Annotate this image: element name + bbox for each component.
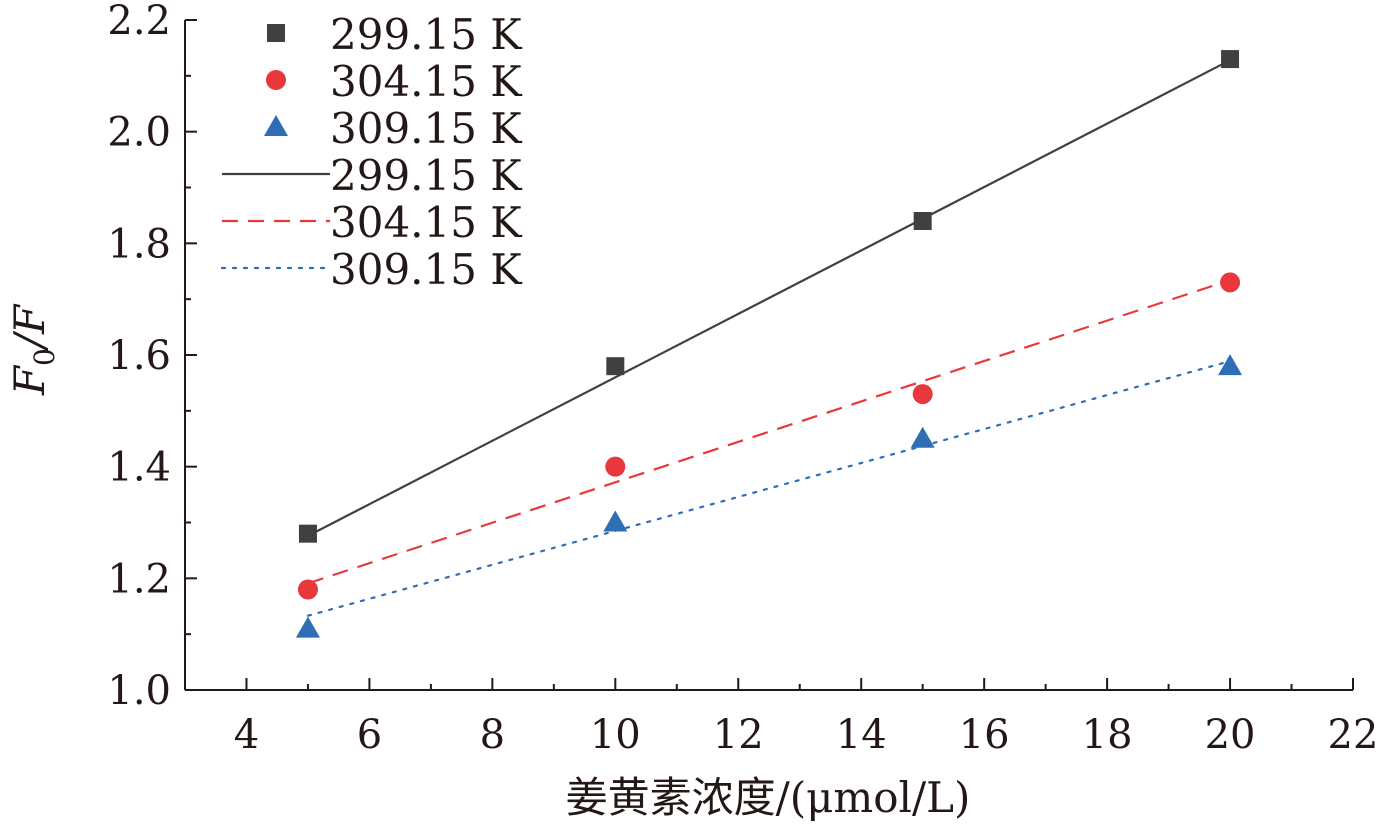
legend-marker [267, 24, 285, 42]
data-point [910, 426, 935, 448]
fit-line [306, 360, 1232, 617]
x-tick-label: 14 [836, 712, 887, 758]
y-tick-label: 1.2 [107, 556, 171, 602]
data-point [1218, 354, 1243, 376]
data-point [913, 212, 932, 230]
legend-marker [266, 70, 286, 90]
x-tick-label: 6 [357, 712, 382, 758]
data-markers [295, 50, 1243, 638]
data-point [1221, 50, 1240, 69]
x-tick-label: 12 [713, 712, 764, 758]
data-point [298, 524, 317, 543]
y-axis-label-sub: 0 [28, 348, 61, 366]
data-point [295, 616, 320, 638]
y-axis-label-tail: /F [5, 303, 54, 352]
y-tick-label: 2.2 [107, 0, 171, 44]
data-point [297, 579, 318, 600]
y-tick-label: 2.0 [107, 110, 171, 156]
data-point [1220, 272, 1241, 293]
y-axis-label-main: F [5, 364, 54, 396]
y-axis-label: F0/F [5, 303, 61, 396]
x-tick-label: 20 [1205, 712, 1256, 758]
data-point [605, 456, 626, 477]
x-tick-label: 16 [959, 712, 1010, 758]
x-tick-label: 10 [590, 712, 641, 758]
x-tick-label: 22 [1328, 712, 1379, 758]
legend-label: 304.15 K [330, 198, 523, 247]
fit-lines [306, 59, 1232, 617]
legend-marker [264, 115, 288, 136]
y-tick-label: 1.6 [107, 333, 171, 379]
y-tick-label: 1.8 [107, 221, 171, 267]
x-axis-label: 姜黄素浓度/(μmol/L) [566, 773, 971, 822]
chart-axes: 4 6 8 10 12 14 16 18 20 22 1.0 1.2 1.4 1.6 1.8 2.0 2.2 [107, 0, 1378, 758]
legend-label: 309.15 K [330, 104, 523, 153]
legend-label: 309.15 K [330, 245, 523, 294]
y-tick-label: 1.4 [107, 445, 171, 491]
data-point [606, 357, 625, 376]
x-tick-label: 8 [480, 712, 505, 758]
data-point [912, 384, 933, 405]
legend-label: 299.15 K [330, 10, 523, 59]
y-tick-label: 1.0 [107, 668, 171, 714]
legend-label: 304.15 K [330, 57, 523, 106]
x-tick-label: 18 [1082, 712, 1133, 758]
fit-line [307, 279, 1231, 585]
data-point [603, 510, 628, 532]
fit-line [307, 59, 1231, 537]
legend-label: 299.15 K [330, 151, 523, 200]
x-tick-label: 4 [234, 712, 259, 758]
